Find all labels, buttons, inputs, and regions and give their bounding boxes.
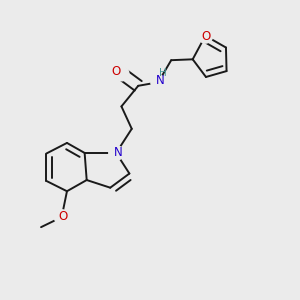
Text: N: N bbox=[156, 74, 165, 87]
Text: H: H bbox=[159, 68, 167, 78]
Text: O: O bbox=[201, 30, 211, 43]
Circle shape bbox=[109, 146, 124, 160]
Text: O: O bbox=[111, 65, 120, 79]
Circle shape bbox=[114, 66, 129, 81]
Circle shape bbox=[151, 75, 166, 90]
Text: N: N bbox=[114, 146, 123, 159]
Text: O: O bbox=[58, 210, 68, 223]
Circle shape bbox=[198, 28, 213, 43]
Circle shape bbox=[54, 210, 69, 224]
